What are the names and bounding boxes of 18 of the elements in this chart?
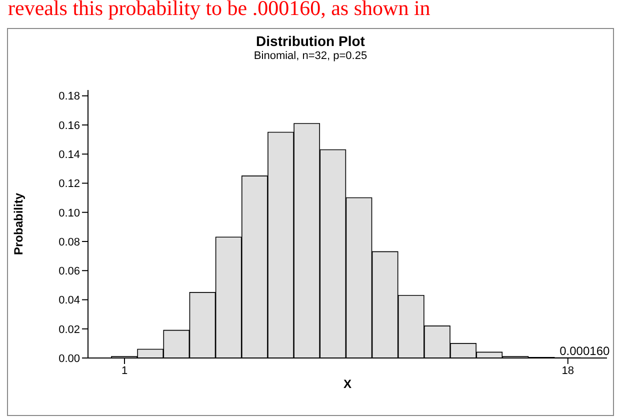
data-label: 0.000160 [560,344,610,358]
y-tick-label: 0.08 [58,236,80,248]
y-tick-label: 0.04 [58,294,80,307]
y-tick-label: 0.16 [58,120,80,132]
chart-title: Distribution Plot [255,33,366,49]
x-axis-title: X [343,377,352,391]
y-tick-label: 0.02 [58,324,80,336]
y-tick-label: 0.18 [58,90,80,103]
text: reveals this probability to be .000160, as shown in [8,0,430,21]
y-tick-label: 0.14 [58,148,80,161]
y-tick-label: 0.00 [58,352,80,365]
x-tick-label: 18 [562,364,574,377]
y-tick-label: 0.10 [58,207,80,220]
x-tick-label: 1 [121,364,128,377]
y-tick-label: 0.06 [58,266,80,278]
y-axis-title: Probability [11,192,26,256]
y-tick-label: 0.12 [58,178,80,190]
chart-subtitle: Binomial, n=32, p=0.25 [252,50,368,62]
